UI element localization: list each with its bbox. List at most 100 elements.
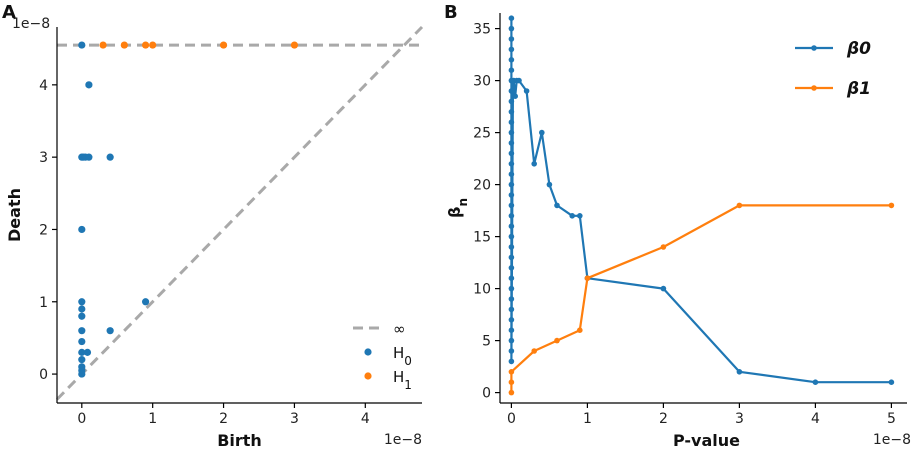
series-point-beta1 <box>508 389 515 396</box>
y-tick-label: 5 <box>482 334 491 350</box>
x-tick-label: 0 <box>77 411 86 427</box>
panel-b-x-offset-label: 1e−8 <box>873 432 911 448</box>
series-point-beta0 <box>508 150 515 157</box>
panel-b-legend: β0 β1 <box>795 39 871 99</box>
series-point-beta1 <box>577 327 583 334</box>
point-h0 <box>78 370 86 378</box>
panel-a-reference-lines <box>55 25 424 401</box>
x-tick-label: 1 <box>148 411 157 427</box>
series-point-beta0 <box>508 348 515 354</box>
point-h1 <box>99 41 107 49</box>
series-point-beta1 <box>584 275 591 282</box>
x-tick-label: 2 <box>219 411 228 427</box>
series-point-beta0 <box>508 171 515 177</box>
point-h0 <box>78 298 86 306</box>
series-point-beta0 <box>508 213 515 219</box>
series-point-beta0 <box>508 67 515 73</box>
series-point-beta0 <box>523 88 530 94</box>
panel-b-ticks: 0 1 2 3 4 5 0 5 10 15 20 25 30 35 <box>473 22 896 427</box>
series-point-beta0 <box>508 233 515 240</box>
panel-a-y-offset-label: 1e−8 <box>12 16 50 32</box>
x-tick-label: 0 <box>507 411 516 427</box>
legend-label-h0: H0 <box>393 344 412 368</box>
series-point-beta0 <box>508 119 515 125</box>
panel-b-axes <box>499 13 907 404</box>
point-h0 <box>78 305 86 313</box>
series-point-beta0 <box>508 36 515 42</box>
x-tick-label: 4 <box>361 411 370 427</box>
series-point-beta0 <box>508 192 515 198</box>
series-point-beta0 <box>508 202 515 209</box>
point-h0 <box>85 153 93 161</box>
y-tick-label: 3 <box>39 150 48 166</box>
y-tick-label: 0 <box>39 367 48 383</box>
series-point-beta0 <box>812 379 819 386</box>
point-h0 <box>78 327 86 335</box>
series-point-beta0 <box>736 369 743 375</box>
panel-label-b: B <box>444 2 458 23</box>
series-point-beta0 <box>569 213 575 219</box>
x-tick-label: 3 <box>735 411 744 427</box>
series-point-beta0 <box>508 327 515 334</box>
series-point-beta0 <box>888 379 895 386</box>
point-h0 <box>78 225 86 234</box>
series-point-beta0 <box>508 254 515 261</box>
series-point-beta1 <box>554 337 560 344</box>
x-tick-label: 2 <box>659 411 668 427</box>
point-h1 <box>149 41 157 49</box>
y-tick-label: 1 <box>39 295 48 311</box>
y-tick-label: 0 <box>482 386 491 402</box>
series-point-beta0 <box>508 25 515 32</box>
point-h0 <box>78 312 86 320</box>
legend-label-h1: H1 <box>393 368 412 392</box>
series-point-beta0 <box>508 317 515 323</box>
y-tick-label: 20 <box>473 178 491 194</box>
series-line-beta1 <box>510 204 892 393</box>
legend-label-beta0: β0 <box>846 39 871 59</box>
series-point-beta1 <box>660 244 667 250</box>
series-point-beta0 <box>546 181 553 188</box>
y-tick-label: 25 <box>473 126 491 142</box>
panel-b-x-axis-title: P-value <box>673 431 740 450</box>
series-point-beta0 <box>508 223 515 229</box>
series-point-beta0 <box>508 265 515 271</box>
legend-marker-h0 <box>364 348 372 356</box>
x-tick-label: 3 <box>290 411 299 427</box>
series-point-beta0 <box>508 244 515 250</box>
point-h0 <box>106 153 114 161</box>
series-point-beta0 <box>508 109 515 115</box>
y-axis-title-subscript: n <box>456 198 470 207</box>
y-tick-label: 35 <box>473 22 491 38</box>
panel-label-a: A <box>2 2 16 23</box>
series-point-beta0 <box>508 15 515 21</box>
series-point-beta0 <box>508 98 515 105</box>
series-line-beta0 <box>510 18 892 384</box>
series-point-beta0 <box>516 77 522 84</box>
legend-label-beta1: β1 <box>846 79 871 99</box>
y-tick-label: 10 <box>473 282 491 298</box>
point-h0 <box>78 337 86 346</box>
series-point-beta0 <box>512 93 518 99</box>
series-point-beta0 <box>508 306 515 313</box>
series-point-beta1 <box>508 379 515 386</box>
panel-a-axes <box>56 27 422 404</box>
y-tick-label: 15 <box>473 230 491 246</box>
point-h1 <box>219 41 228 49</box>
panel-b-series <box>508 15 895 396</box>
series-point-beta0 <box>508 285 515 292</box>
series-point-beta0 <box>554 202 560 209</box>
point-h0 <box>141 298 150 306</box>
series-point-beta0 <box>508 57 515 63</box>
series-point-beta0 <box>508 181 515 188</box>
series-point-beta0 <box>508 275 515 282</box>
x-tick-label: 1 <box>583 411 592 427</box>
y-tick-label: 4 <box>39 78 48 94</box>
series-point-beta1 <box>508 369 515 375</box>
series-point-beta0 <box>577 213 583 219</box>
series-point-beta1 <box>531 348 537 354</box>
panel-a-x-axis-title: Birth <box>217 431 262 450</box>
